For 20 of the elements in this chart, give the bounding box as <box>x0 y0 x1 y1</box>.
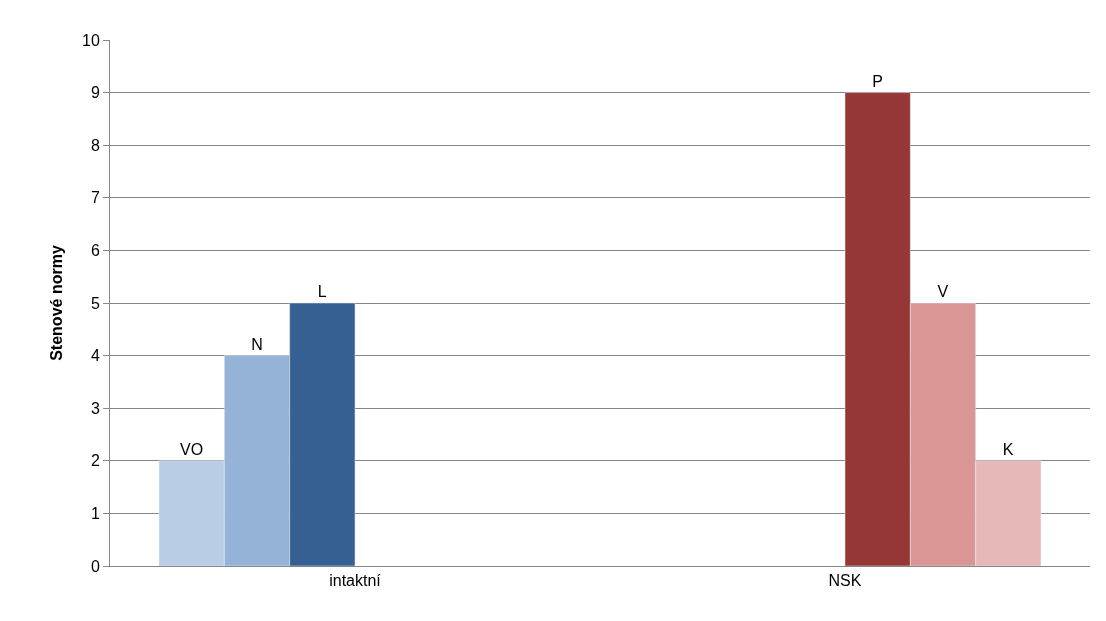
y-tick-label: 5 <box>90 294 100 312</box>
y-tick-label: 4 <box>90 347 100 365</box>
series-label: V <box>937 283 949 300</box>
series-label: P <box>872 72 883 90</box>
series-label: VO <box>180 440 204 458</box>
y-tick-label: 6 <box>90 242 100 259</box>
x-tick-label: intaktní <box>329 572 382 590</box>
x-tick-label: NSK <box>828 572 862 590</box>
series-label: L <box>317 283 327 300</box>
series-label: N <box>251 335 263 353</box>
y-tick-label: 1 <box>90 505 100 522</box>
y-tick-label: 7 <box>90 189 100 207</box>
y-tick-label: 8 <box>90 136 100 154</box>
y-tick-label: 10 <box>82 31 100 49</box>
y-tick-label: 2 <box>90 452 100 470</box>
y-axis-title: Stenové normy <box>47 245 65 361</box>
series-label: K <box>1002 440 1014 458</box>
y-tick-label: 0 <box>90 557 100 575</box>
y-tick-label: 9 <box>90 84 100 102</box>
y-tick-label: 3 <box>90 399 100 417</box>
